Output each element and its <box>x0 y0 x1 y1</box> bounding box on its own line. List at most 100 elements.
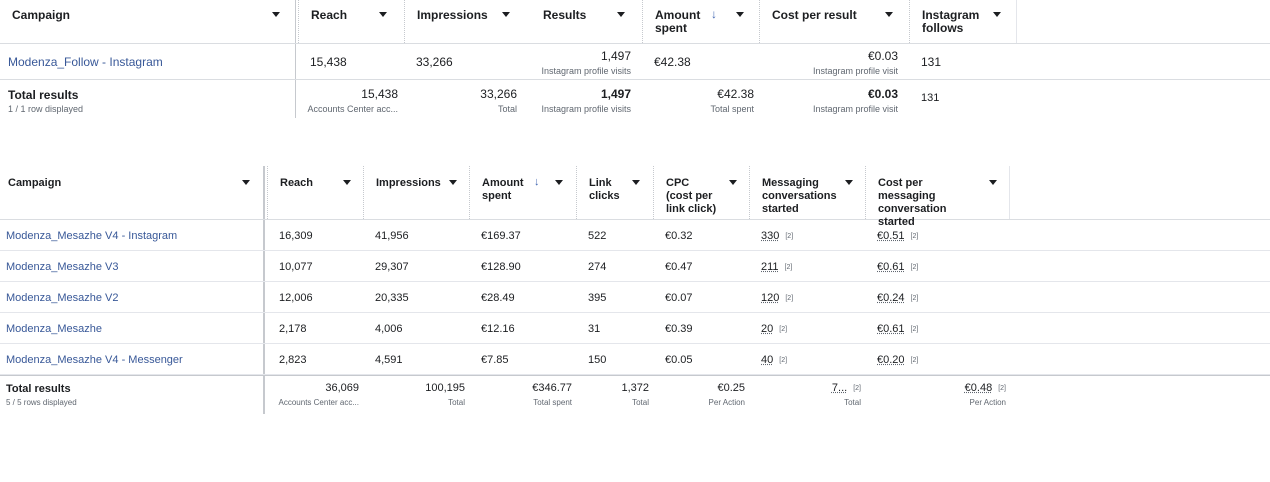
table-row[interactable]: Modenza_Mesazhe V3 10,077 29,307 €128.90 274… <box>0 251 1270 282</box>
cost-per-messaging-cell: €0.20 [2] <box>865 344 1010 374</box>
total-cpc-cell: €0.25 Per Action <box>653 376 749 414</box>
total-impressions-subtext: Total <box>497 104 517 114</box>
cost-per-messaging-value[interactable]: €0.61 <box>877 261 905 273</box>
chevron-down-icon[interactable] <box>375 7 390 22</box>
table-header: Campaign Reach Impressions Results Amoun… <box>0 0 1270 44</box>
table-row[interactable]: Modenza_Mesazhe V2 12,006 20,335 €28.49 395 €… <box>0 282 1270 313</box>
cost-per-messaging-value[interactable]: €0.24 <box>877 292 905 304</box>
campaign-text: Modenza_Mesazhe <box>6 323 102 335</box>
column-header-cost-per-messaging[interactable]: Cost per messaging conversation started <box>865 166 1010 228</box>
sort-descending-icon[interactable]: ↓ <box>711 7 717 21</box>
column-header-messaging-conversations[interactable]: Messaging conversations started <box>749 166 865 219</box>
campaign-name-link[interactable]: Modenza_Follow - Instagram <box>8 55 163 69</box>
cost-per-messaging-value[interactable]: €0.20 <box>877 354 905 366</box>
reach-value: 10,077 <box>279 261 313 273</box>
link-clicks-cell: 31 <box>576 313 653 343</box>
link-clicks-cell: 274 <box>576 251 653 281</box>
cost-per-messaging-value[interactable]: €0.51 <box>877 230 905 242</box>
total-impressions-cell: 100,195 Total <box>363 376 469 414</box>
chevron-down-icon[interactable] <box>551 175 566 190</box>
table-row[interactable]: Modenza_Mesazhe V4 - Instagram 16,309 41,9… <box>0 220 1270 251</box>
total-reach-subtext: Accounts Center acc... <box>278 398 359 407</box>
chevron-down-icon[interactable] <box>238 175 253 190</box>
chevron-down-icon[interactable] <box>841 175 856 190</box>
cpc-text: €0.07 <box>665 292 693 304</box>
cost-per-messaging-cell: €0.51 [2] <box>865 220 1010 250</box>
total-results-value: 1,497 <box>600 87 631 101</box>
column-header-label: Amount spent <box>655 8 701 35</box>
amount-spent-text: €169.37 <box>481 230 521 242</box>
table-header: Campaign Reach Impressions Amount spent … <box>0 166 1270 228</box>
campaign-name-link[interactable]: Modenza_Mesazhe V4 - Messenger <box>6 354 183 366</box>
total-cost-per-messaging-value[interactable]: €0.48 <box>964 382 993 394</box>
column-header-reach[interactable]: Reach <box>298 0 404 43</box>
messaging-value[interactable]: 211 <box>761 261 779 273</box>
total-amount-spent-value: €346.77 <box>532 382 572 394</box>
chevron-down-icon[interactable] <box>613 7 628 22</box>
campaign-text: Modenza_Mesazhe V4 - Messenger <box>6 354 183 366</box>
campaign-name-link[interactable]: Modenza_Mesazhe <box>6 323 103 335</box>
column-header-amount-spent[interactable]: Amount spent ↓ <box>642 0 758 43</box>
chevron-down-icon[interactable] <box>881 7 896 22</box>
link-clicks-value: 395 <box>588 292 607 304</box>
link-clicks-cell: 150 <box>576 344 653 374</box>
table-row[interactable]: Modenza_Follow - Instagram 15,438 33,266… <box>0 44 1270 80</box>
column-header-campaign[interactable]: Campaign <box>0 166 265 219</box>
messaging-value[interactable]: 40 <box>761 354 774 366</box>
column-header-campaign[interactable]: Campaign <box>0 0 296 43</box>
chevron-down-icon[interactable] <box>268 7 283 22</box>
chevron-down-icon[interactable] <box>445 175 460 190</box>
column-header-results[interactable]: Results <box>523 0 642 43</box>
messaging-value[interactable]: 330 <box>761 230 780 242</box>
chevron-down-icon[interactable] <box>628 175 643 190</box>
messaging-value[interactable]: 120 <box>761 292 780 304</box>
cpc-cell: €0.07 <box>653 282 749 312</box>
campaign-name-link[interactable]: Modenza_Mesazhe V2 <box>6 292 119 304</box>
cpc-cell: €0.32 <box>653 220 749 250</box>
total-messaging-value[interactable]: 7... <box>831 382 848 394</box>
total-row: Total results 5 / 5 rows displayed 36,06… <box>0 375 1270 414</box>
column-header-label: Results <box>543 8 587 22</box>
amount-spent-text: €128.90 <box>481 261 521 273</box>
cost-per-messaging-cell: €0.61 [2] <box>865 251 1010 281</box>
column-header-amount-spent[interactable]: Amount spent ↓ <box>469 166 576 219</box>
chevron-down-icon[interactable] <box>725 175 740 190</box>
column-header-impressions[interactable]: Impressions <box>363 166 469 219</box>
cpc-cell: €0.39 <box>653 313 749 343</box>
link-clicks-text: 150 <box>588 354 606 366</box>
amount-spent-text: €12.16 <box>481 323 515 335</box>
total-reach-subtext: Accounts Center acc... <box>307 104 398 114</box>
column-header-label: Campaign <box>12 8 71 22</box>
total-instagram-follows-value: 131 <box>921 92 940 104</box>
column-header-reach[interactable]: Reach <box>267 166 363 219</box>
total-link-clicks-value: 1,372 <box>621 382 649 394</box>
cost-per-messaging-value[interactable]: €0.61 <box>877 323 905 335</box>
campaign-name-link[interactable]: Modenza_Mesazhe V3 <box>6 261 119 273</box>
link-clicks-value: 150 <box>588 354 607 366</box>
chevron-down-icon[interactable] <box>732 7 747 22</box>
chevron-down-icon[interactable] <box>498 7 513 22</box>
reach-value: 16,309 <box>279 230 313 242</box>
amount-spent-value: €12.16 <box>481 323 515 335</box>
chevron-down-icon[interactable] <box>989 7 1004 22</box>
campaign-name-link[interactable]: Modenza_Mesazhe V4 - Instagram <box>6 230 178 242</box>
impressions-value: 41,956 <box>375 230 409 242</box>
instagram-follows-value: 131 <box>921 55 942 69</box>
sort-descending-icon[interactable]: ↓ <box>534 176 540 188</box>
reach-text: 2,823 <box>279 354 307 366</box>
impressions-text: 29,307 <box>375 261 409 273</box>
impressions-value: 29,307 <box>375 261 409 273</box>
column-header-cpc[interactable]: CPC (cost per link click) <box>653 166 749 219</box>
column-header-link-clicks[interactable]: Link clicks <box>576 166 653 219</box>
column-header-impressions[interactable]: Impressions <box>404 0 523 43</box>
messaging-value[interactable]: 20 <box>761 323 774 335</box>
chevron-down-icon[interactable] <box>985 175 1000 190</box>
chevron-down-icon[interactable] <box>339 175 354 190</box>
column-header-instagram-follows[interactable]: Instagram follows <box>909 0 1017 43</box>
table-row[interactable]: Modenza_Mesazhe 2,178 4,006 €12.16 31 €0.39 20… <box>0 313 1270 344</box>
link-clicks-value: 522 <box>588 230 607 242</box>
table-row[interactable]: Modenza_Mesazhe V4 - Messenger 2,823 4,591… <box>0 344 1270 375</box>
results-cell: 1,497 Instagram profile visits <box>523 44 642 79</box>
attribution-badge: [2] <box>910 326 919 333</box>
column-header-cost-per-result[interactable]: Cost per result <box>759 0 909 43</box>
